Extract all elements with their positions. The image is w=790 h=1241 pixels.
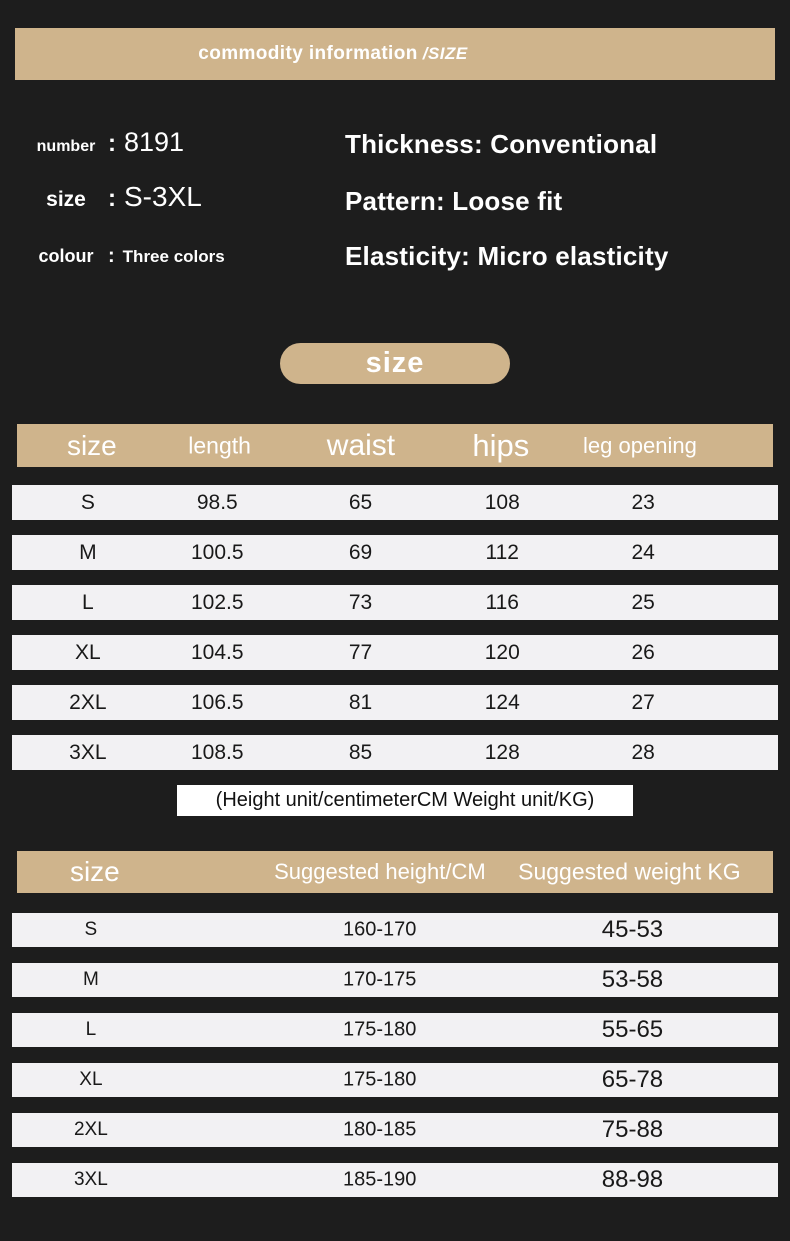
size-table-row-3xl: 3XL 108.5 85 128 28 — [12, 735, 778, 770]
leg-opening-cell: 25 — [631, 590, 655, 614]
length-cell: 102.5 — [191, 590, 244, 614]
size-table-header-hips: hips — [472, 427, 530, 463]
banner-text: commodity information/SIZE — [198, 43, 468, 65]
fit-table-rows: S 160-170 45-53 M 170-175 53-58 L 175-18… — [12, 913, 778, 1213]
size-table-rows: S 98.5 65 108 23 M 100.5 69 112 24 L 102… — [12, 485, 778, 785]
banner-title: commodity information — [198, 43, 418, 64]
hips-cell: 108 — [484, 490, 520, 514]
fit-table-row-3xl: 3XL 185-190 88-98 — [12, 1163, 778, 1197]
weight-cell: 88-98 — [601, 1166, 664, 1193]
leg-opening-cell: 27 — [631, 690, 655, 714]
weight-cell: 55-65 — [601, 1016, 664, 1043]
fit-table-header: size Suggested height/CM Suggested weigh… — [17, 851, 773, 893]
length-cell: 100.5 — [191, 540, 244, 564]
size-section-pill: size — [280, 343, 510, 384]
number-colon: : — [108, 130, 116, 157]
fit-table-header-weight: Suggested weight KG — [518, 858, 741, 885]
length-cell: 104.5 — [191, 640, 244, 664]
waist-cell: 73 — [348, 590, 373, 614]
size-cell: L — [85, 1019, 97, 1040]
hips-cell: 128 — [484, 740, 520, 764]
fit-table-header-height: Suggested height/CM — [274, 859, 486, 884]
size-cell: 3XL — [69, 740, 107, 764]
leg-opening-cell: 24 — [631, 540, 655, 564]
waist-cell: 81 — [348, 690, 373, 714]
size-cell: L — [81, 590, 94, 614]
size-table-header-leg-opening: leg opening — [583, 432, 697, 458]
unit-note: (Height unit/centimeterCM Weight unit/KG… — [177, 785, 633, 816]
size-table-row-2xl: 2XL 106.5 81 124 27 — [12, 685, 778, 720]
size-cell: M — [79, 540, 97, 564]
leg-opening-cell: 28 — [631, 740, 655, 764]
product-number-field: number : 8191 — [26, 127, 184, 158]
weight-cell: 53-58 — [601, 966, 664, 993]
size-cell: 2XL — [73, 1119, 108, 1140]
height-cell: 170-175 — [342, 968, 417, 991]
size-cell: 2XL — [69, 690, 107, 714]
size-table-row-m: M 100.5 69 112 24 — [12, 535, 778, 570]
size-label: size — [46, 188, 86, 211]
size-table-header: size length waist hips leg opening — [17, 424, 773, 467]
length-cell: 108.5 — [191, 740, 244, 764]
size-table-header-waist: waist — [326, 428, 396, 462]
waist-cell: 65 — [348, 490, 373, 514]
waist-cell: 69 — [348, 540, 373, 564]
number-label: number — [36, 138, 96, 155]
size-value: S-3XL — [124, 181, 202, 212]
size-table-header-length: length — [188, 432, 251, 458]
fit-table-row-m: M 170-175 53-58 — [12, 963, 778, 997]
fit-table-row-2xl: 2XL 180-185 75-88 — [12, 1113, 778, 1147]
length-cell: 98.5 — [196, 490, 238, 514]
fit-table-row-xl: XL 175-180 65-78 — [12, 1063, 778, 1097]
height-cell: 180-185 — [342, 1118, 417, 1141]
size-table-row-xl: XL 104.5 77 120 26 — [12, 635, 778, 670]
spec-thickness: Thickness: Conventional — [345, 129, 658, 159]
size-cell: XL — [79, 1069, 103, 1090]
size-table-row-s: S 98.5 65 108 23 — [12, 485, 778, 520]
height-cell: 175-180 — [342, 1068, 417, 1091]
weight-cell: 65-78 — [601, 1066, 664, 1093]
product-size-field: size : S-3XL — [26, 181, 202, 213]
spec-pattern: Pattern: Loose fit — [345, 186, 563, 216]
commodity-info-banner: commodity information/SIZE — [15, 28, 775, 80]
banner-slash-label: /SIZE — [422, 44, 468, 63]
size-table-row-l: L 102.5 73 116 25 — [12, 585, 778, 620]
product-colour-field: colour : Three colors — [26, 245, 225, 268]
hips-cell: 120 — [484, 640, 520, 664]
size-cell: 3XL — [73, 1169, 108, 1190]
height-cell: 175-180 — [342, 1018, 417, 1041]
leg-opening-cell: 26 — [631, 640, 655, 664]
height-cell: 185-190 — [342, 1168, 417, 1191]
size-cell: XL — [74, 640, 101, 664]
colour-colon: : — [108, 245, 115, 267]
waist-cell: 77 — [348, 640, 373, 664]
weight-cell: 75-88 — [601, 1116, 664, 1143]
size-cell: S — [84, 919, 98, 940]
fit-table-row-l: L 175-180 55-65 — [12, 1013, 778, 1047]
size-cell: M — [82, 969, 99, 990]
number-value: 8191 — [124, 127, 185, 157]
colour-value: Three colors — [122, 247, 225, 266]
size-colon: : — [108, 185, 116, 212]
fit-table-header-size: size — [69, 856, 120, 887]
weight-cell: 45-53 — [601, 916, 664, 943]
hips-cell: 112 — [485, 540, 519, 564]
length-cell: 106.5 — [191, 690, 244, 714]
leg-opening-cell: 23 — [631, 490, 655, 514]
colour-label: colour — [38, 246, 94, 266]
fit-table-row-s: S 160-170 45-53 — [12, 913, 778, 947]
spec-elasticity: Elasticity: Micro elasticity — [345, 241, 669, 271]
hips-cell: 116 — [485, 590, 519, 614]
hips-cell: 124 — [484, 690, 520, 714]
height-cell: 160-170 — [342, 918, 417, 941]
waist-cell: 85 — [348, 740, 373, 764]
size-cell: S — [80, 490, 95, 514]
size-table-header-size: size — [66, 429, 117, 461]
